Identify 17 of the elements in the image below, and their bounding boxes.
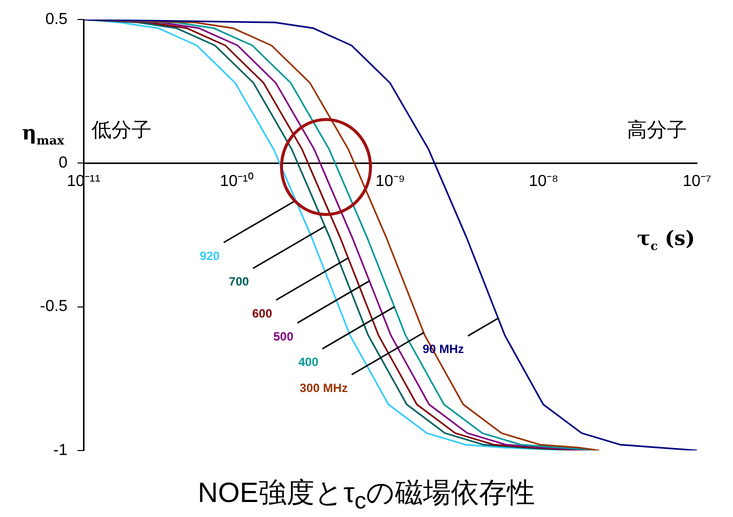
text: 500 (273, 329, 294, 344)
y-tick-label: 0.5 (45, 11, 68, 28)
x-tick-label: 10⁻⁹ (375, 173, 406, 190)
annotation: 高分子 (627, 117, 687, 142)
text: 300 MHz (300, 380, 348, 395)
text: 920 (200, 248, 220, 263)
text: 400 (298, 355, 319, 370)
x-tick-label: 10⁻⁷ (682, 173, 712, 190)
x-tick-label: 10⁻⁸ (528, 173, 558, 190)
text: 700 (228, 274, 250, 289)
y-tick-label: -1 (53, 442, 68, 459)
y-tick-label: 0 (58, 154, 68, 172)
y-tick-label: -0.5 (40, 298, 68, 316)
text: NOE強度とτ$_{c}$の磁場依存性 (196, 476, 536, 515)
text: 600 (252, 306, 272, 320)
x-tick-label: 10⁻¹⁰ (220, 172, 254, 190)
annotation: 低分子 (92, 117, 152, 142)
